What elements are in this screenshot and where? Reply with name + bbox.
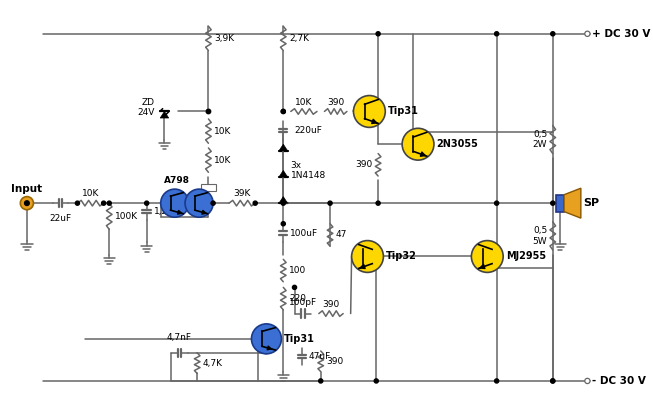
Circle shape <box>281 201 285 205</box>
Text: Tip31: Tip31 <box>388 106 419 116</box>
Text: 100uF: 100uF <box>291 229 319 238</box>
Circle shape <box>107 201 111 205</box>
Circle shape <box>494 32 499 36</box>
Text: 2N3055: 2N3055 <box>437 139 479 149</box>
Text: 220: 220 <box>289 294 306 303</box>
Circle shape <box>281 109 285 113</box>
Text: 10K: 10K <box>214 127 231 136</box>
Text: 100: 100 <box>289 266 306 275</box>
Circle shape <box>185 189 213 217</box>
Circle shape <box>494 201 499 205</box>
Circle shape <box>351 240 383 272</box>
Text: 390: 390 <box>327 98 344 107</box>
Text: 0,5
2W: 0,5 2W <box>533 130 547 149</box>
Circle shape <box>253 201 257 205</box>
Circle shape <box>374 379 378 383</box>
Circle shape <box>550 32 555 36</box>
Text: 10K: 10K <box>82 189 99 199</box>
Text: 0,5
5W: 0,5 5W <box>533 226 547 246</box>
Circle shape <box>550 379 555 383</box>
Text: 4,7nF: 4,7nF <box>167 332 192 342</box>
Circle shape <box>281 222 285 226</box>
Circle shape <box>585 379 590 383</box>
Circle shape <box>353 95 385 127</box>
Text: 47: 47 <box>336 231 347 240</box>
Polygon shape <box>279 171 287 177</box>
Circle shape <box>319 379 323 383</box>
Text: 47uF: 47uF <box>309 352 331 361</box>
Text: 10K: 10K <box>214 156 231 165</box>
Text: - DC 30 V: - DC 30 V <box>592 376 646 386</box>
Circle shape <box>494 379 499 383</box>
Circle shape <box>293 285 296 289</box>
Circle shape <box>251 324 281 354</box>
Polygon shape <box>279 196 287 203</box>
Circle shape <box>206 109 210 113</box>
Circle shape <box>102 201 106 205</box>
Text: 4,7K: 4,7K <box>203 359 223 368</box>
Text: Tip31: Tip31 <box>284 334 315 344</box>
Polygon shape <box>279 144 287 151</box>
FancyBboxPatch shape <box>556 195 564 212</box>
Circle shape <box>471 240 503 272</box>
Circle shape <box>211 201 215 205</box>
Circle shape <box>75 201 80 205</box>
Text: 3x
1N4148: 3x 1N4148 <box>291 161 326 180</box>
Circle shape <box>550 379 555 383</box>
Text: SP: SP <box>584 198 600 208</box>
Text: + DC 30 V: + DC 30 V <box>592 29 650 39</box>
FancyBboxPatch shape <box>201 183 216 191</box>
Text: A798: A798 <box>164 176 189 185</box>
Text: MJ2955: MJ2955 <box>506 252 546 261</box>
Text: 22uF: 22uF <box>50 215 72 224</box>
Text: 3,9K: 3,9K <box>214 34 234 43</box>
Text: 2,7K: 2,7K <box>289 34 309 43</box>
Text: 390: 390 <box>326 357 343 366</box>
Circle shape <box>144 201 149 205</box>
Text: 10K: 10K <box>295 98 313 107</box>
Text: Input: Input <box>11 184 42 194</box>
Circle shape <box>376 32 380 36</box>
Text: 390: 390 <box>323 300 340 309</box>
Circle shape <box>550 201 555 205</box>
Circle shape <box>376 201 380 205</box>
Polygon shape <box>160 111 168 118</box>
Text: 100K: 100K <box>115 212 138 221</box>
Circle shape <box>20 196 33 210</box>
Polygon shape <box>564 188 581 218</box>
Text: Tip32: Tip32 <box>386 252 417 261</box>
Circle shape <box>328 201 332 205</box>
Text: 39K: 39K <box>233 189 251 199</box>
Text: 1,2nF: 1,2nF <box>153 207 179 216</box>
Circle shape <box>585 31 590 37</box>
Text: 100pF: 100pF <box>289 298 317 307</box>
Circle shape <box>25 201 29 206</box>
Circle shape <box>281 109 285 113</box>
Circle shape <box>402 128 434 160</box>
Text: 390: 390 <box>355 160 372 169</box>
Circle shape <box>161 189 189 217</box>
Circle shape <box>206 109 211 114</box>
Text: ZD
24V: ZD 24V <box>138 98 155 118</box>
Text: 220uF: 220uF <box>295 126 323 135</box>
